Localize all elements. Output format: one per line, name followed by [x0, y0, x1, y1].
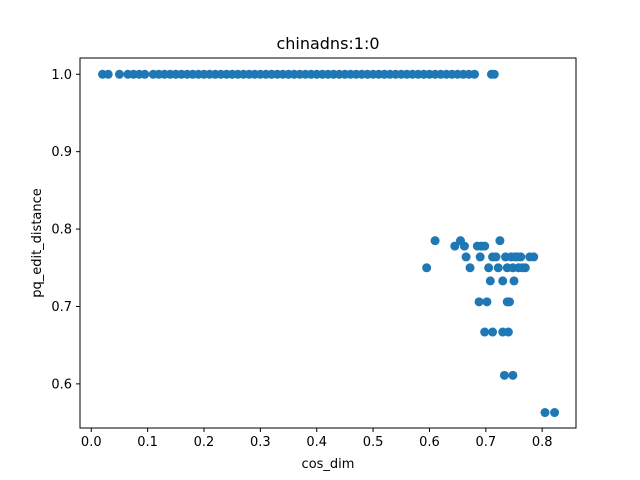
data-point	[503, 327, 513, 337]
data-point	[508, 370, 518, 380]
data-point	[529, 252, 539, 262]
data-point	[493, 263, 503, 273]
data-point	[465, 263, 475, 273]
data-points	[98, 69, 560, 418]
data-point	[459, 241, 469, 251]
data-point	[520, 263, 530, 273]
x-tick-label: 0.4	[306, 435, 327, 450]
data-point	[540, 408, 550, 418]
data-point	[516, 252, 526, 262]
x-tick-label: 0.8	[532, 435, 553, 450]
data-point	[461, 252, 471, 262]
x-tick-label: 0.5	[363, 435, 384, 450]
data-point	[140, 69, 150, 79]
data-point	[488, 327, 498, 337]
y-tick-label: 1.0	[51, 68, 72, 83]
data-point	[485, 276, 495, 286]
data-point	[489, 69, 499, 79]
x-tick-label: 0.2	[194, 435, 215, 450]
data-point	[103, 69, 113, 79]
y-tick-label: 0.8	[51, 223, 72, 238]
data-point	[480, 327, 490, 337]
data-point	[495, 236, 505, 246]
data-point	[491, 252, 501, 262]
data-point	[470, 69, 480, 79]
x-tick-label: 0.7	[475, 435, 496, 450]
data-point	[499, 370, 509, 380]
y-tick-label: 0.9	[51, 145, 72, 160]
data-point	[430, 236, 440, 246]
data-point	[482, 297, 492, 307]
y-tick-label: 0.7	[51, 300, 72, 315]
data-point	[498, 276, 508, 286]
data-point	[504, 297, 514, 307]
data-point	[550, 408, 560, 418]
x-tick-label: 0.0	[81, 435, 102, 450]
data-point	[480, 241, 490, 251]
y-axis-title: pq_edit_distance	[30, 188, 45, 298]
x-tick-label: 0.1	[137, 435, 158, 450]
chart-title: chinadns:1:0	[276, 34, 379, 53]
data-point	[422, 263, 432, 273]
data-point	[509, 276, 519, 286]
y-axis: 0.6 0.7 0.8 0.9 1.0	[51, 68, 80, 392]
x-axis: 0.0 0.1 0.2 0.3 0.4 0.5 0.6 0.7 0.8	[81, 428, 553, 450]
plot-area-frame	[79, 57, 577, 429]
data-point	[474, 297, 484, 307]
data-point	[114, 69, 124, 79]
x-tick-label: 0.6	[419, 435, 440, 450]
y-tick-label: 0.6	[51, 377, 72, 392]
data-point	[475, 252, 485, 262]
data-point	[484, 263, 494, 273]
x-tick-label: 0.3	[250, 435, 271, 450]
x-axis-title: cos_dim	[302, 457, 355, 472]
data-point	[450, 241, 460, 251]
